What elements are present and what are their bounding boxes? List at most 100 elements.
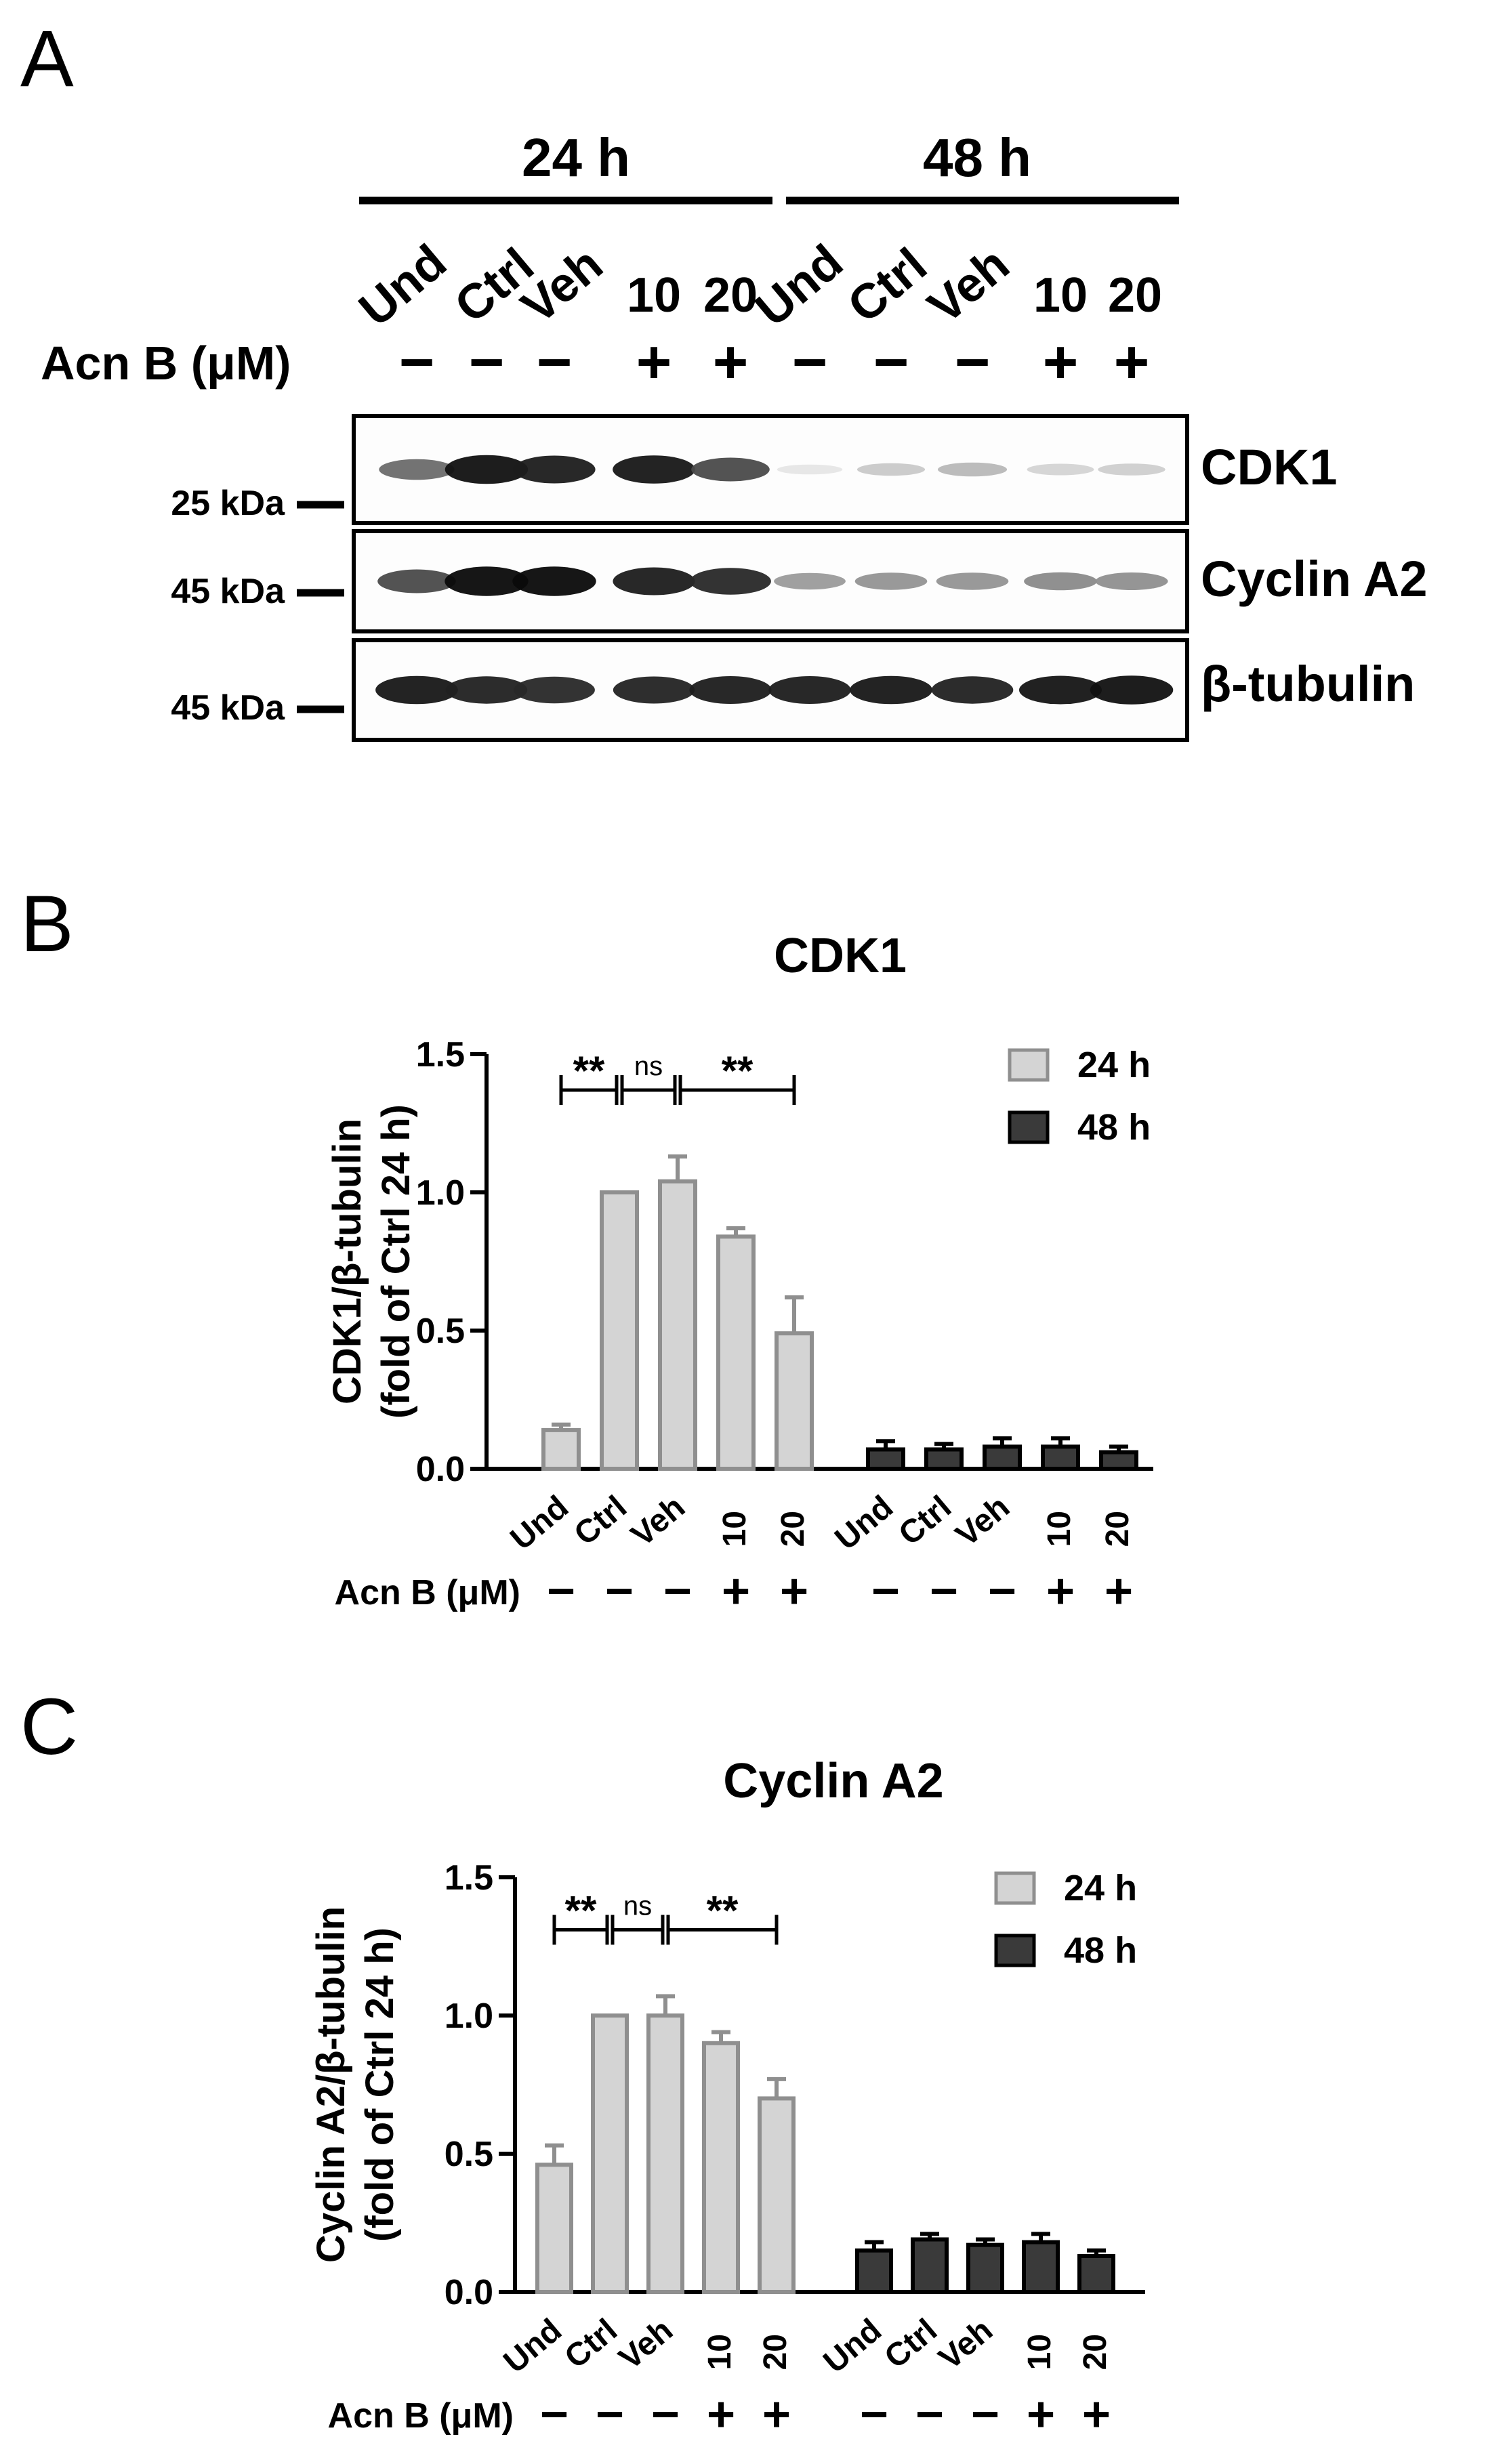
blot-band — [379, 459, 455, 480]
blot-band — [445, 676, 528, 704]
chart-title: Cyclin A2 — [723, 1754, 943, 1808]
treatment-mark: + — [722, 1564, 750, 1619]
blot-protein-label: CDK1 — [1201, 439, 1337, 495]
bar — [855, 2248, 893, 2294]
blot-band — [1098, 463, 1165, 476]
legend-swatch — [994, 1934, 1036, 1967]
treatment-mark: − — [605, 1564, 634, 1619]
bar — [775, 1331, 814, 1471]
blot-marker-label: 25 kDa — [171, 484, 285, 523]
bar — [1077, 2253, 1115, 2295]
x-tick-label: Und — [504, 1489, 576, 1558]
bar — [541, 1427, 581, 1471]
blot-band — [937, 462, 1008, 477]
blot-band — [774, 572, 846, 590]
blot-band — [514, 676, 595, 704]
blot-treatment-mark: − — [469, 329, 505, 396]
y-tick-label: 1.5 — [416, 1035, 465, 1074]
treatment-mark: − — [596, 2387, 624, 2442]
bar — [702, 2041, 740, 2294]
y-tick-label: 0.0 — [445, 2273, 493, 2312]
treatment-mark: + — [762, 2387, 791, 2442]
cyclin-a2-bar-chart: Cyclin A2 Cyclin A2/β-tubulin (fold of Ctr… — [309, 1754, 1145, 2442]
blot-band — [1095, 572, 1168, 590]
x-tick-label: Und — [829, 1489, 901, 1558]
treatment-mark: − — [663, 1564, 692, 1619]
y-tick-label: 1.0 — [416, 1173, 465, 1213]
x-tick-label: 20 — [775, 1511, 811, 1547]
bar — [911, 2237, 949, 2294]
bar — [924, 1447, 964, 1471]
significance-label: ** — [722, 1048, 754, 1093]
x-tick-label: 10 — [717, 1511, 753, 1547]
x-tick-label: 10 — [1022, 2334, 1058, 2370]
treatment-mark: + — [1027, 2387, 1055, 2442]
bar — [600, 1190, 639, 1471]
treatment-mark: − — [971, 2387, 999, 2442]
blot-band — [1024, 572, 1097, 591]
blot-treatment-mark: − — [873, 329, 909, 396]
blot-lane-label: Und — [349, 234, 457, 337]
blot-band — [854, 572, 928, 590]
significance-label: ** — [707, 1888, 739, 1934]
treatment-mark: + — [1046, 1564, 1075, 1619]
blot-band — [445, 566, 529, 596]
blot-lane-label: 20 — [703, 268, 758, 322]
y-axis-label: (fold of Ctrl 24 h) — [374, 1104, 418, 1419]
blot-band — [613, 676, 695, 704]
blot-band — [613, 455, 695, 484]
blot-treatment-mark: − — [537, 329, 573, 396]
legend-swatch — [1008, 1048, 1050, 1082]
blot-lane-label: 20 — [1108, 268, 1162, 322]
y-tick-label: 0.5 — [416, 1312, 465, 1351]
legend-swatch — [1008, 1110, 1050, 1144]
blot-band — [777, 464, 843, 475]
significance-label: ns — [634, 1051, 663, 1081]
treatment-mark: − — [988, 1564, 1016, 1619]
bar — [758, 2096, 796, 2295]
blot-treatment-mark: + — [1114, 329, 1150, 396]
treatment-mark: + — [1082, 2387, 1111, 2442]
x-tick-label: Und — [817, 2312, 889, 2381]
x-tick-label: Veh — [949, 1489, 1016, 1553]
x-tick-label: Veh — [932, 2312, 999, 2377]
panel-letter-c: C — [20, 1682, 79, 1772]
blot-band — [931, 676, 1014, 704]
cdk1-bar-chart: CDK1 CDK1/β-tubulin (fold of Ctrl 24 h) 0.0… — [325, 929, 1153, 1619]
y-tick-label: 1.5 — [445, 1858, 493, 1898]
blot-time-label: 48 h — [923, 127, 1031, 188]
blot-band — [691, 457, 770, 482]
bar — [716, 1234, 756, 1471]
significance-label: ** — [565, 1888, 597, 1934]
blot-lane-label: Ctrl — [838, 238, 936, 333]
bar — [646, 2013, 684, 2294]
legend-label: 48 h — [1064, 1930, 1137, 1971]
treatment-label: Acn B (μM) — [335, 1573, 520, 1612]
y-axis-label: (fold of Ctrl 24 h) — [358, 1927, 402, 2242]
blot-lane-label: 10 — [1033, 268, 1088, 322]
panel-letter-a: A — [20, 14, 74, 104]
blot-band — [850, 675, 932, 705]
blot-treatment-mark: − — [399, 329, 435, 396]
blot-band — [1018, 675, 1102, 705]
blot-treatment-mark: − — [792, 329, 828, 396]
x-tick-label: Ctrl — [558, 2312, 624, 2376]
blot-band — [445, 455, 529, 484]
treatment-mark: − — [540, 2387, 569, 2442]
x-tick-label: 10 — [1041, 1511, 1077, 1547]
blot-band — [377, 569, 456, 593]
blot-time-label: 24 h — [522, 127, 630, 188]
treatment-mark: − — [547, 1564, 575, 1619]
blot-lane-label: Und — [745, 234, 853, 337]
blot-lane-label: 10 — [627, 268, 681, 322]
blot-treatment-mark: + — [1043, 329, 1079, 396]
chart-title: CDK1 — [774, 929, 907, 983]
blot-band — [856, 463, 926, 476]
x-tick-label: 10 — [702, 2334, 738, 2370]
blot-band — [512, 566, 596, 596]
legend-label: 24 h — [1064, 1868, 1137, 1908]
significance-label: ns — [623, 1892, 652, 1921]
blot-lane-label: Veh — [512, 237, 613, 335]
x-tick-label: 20 — [1100, 1511, 1136, 1547]
blot-protein-label: Cyclin A2 — [1201, 551, 1427, 607]
